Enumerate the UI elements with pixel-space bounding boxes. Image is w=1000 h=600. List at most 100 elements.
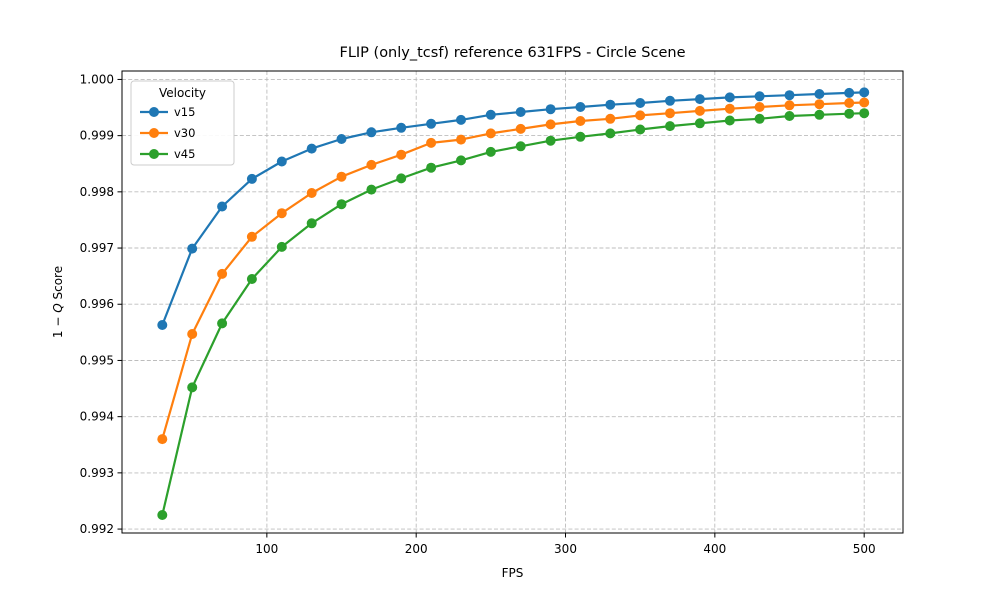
data-point-v30 (575, 116, 586, 126)
y-tick-label: 0.993 (80, 466, 114, 480)
data-point-v45 (276, 241, 287, 252)
data-point-v15 (665, 95, 675, 106)
data-point-v30 (485, 128, 496, 139)
data-point-v45 (396, 173, 407, 184)
data-point-v15 (485, 109, 496, 120)
legend-label-v15: v15 (174, 105, 195, 119)
axis-ticks: 100 200 300 400 500 0.992 0.993 0.994 0.995 0.996… (80, 72, 876, 556)
legend-swatch-marker-v30 (149, 128, 159, 138)
data-point-v45 (157, 510, 168, 520)
data-point-v15 (575, 102, 586, 112)
x-tick-label: 400 (703, 542, 726, 556)
x-tick-label: 300 (554, 542, 577, 556)
legend-swatch-marker-v45 (149, 149, 159, 159)
data-point-v15 (814, 89, 825, 99)
data-point-v45 (724, 115, 735, 126)
data-point-v45 (665, 121, 675, 132)
data-point-v30 (426, 137, 437, 148)
data-point-v15 (336, 134, 347, 144)
data-point-v15 (187, 243, 198, 254)
x-tick-label: 200 (405, 542, 428, 556)
data-point-v15 (754, 91, 765, 102)
y-tick-label: 0.997 (80, 241, 114, 255)
data-point-v15 (246, 173, 257, 184)
legend-box (130, 80, 235, 166)
data-point-v45 (844, 108, 855, 119)
data-point-v45 (694, 118, 705, 129)
x-axis-label: FPS (502, 566, 524, 580)
series-v30 (157, 97, 870, 445)
data-point-v15 (844, 87, 855, 98)
series-line-v45 (161, 112, 866, 517)
data-point-v30 (859, 97, 870, 108)
data-point-v15 (396, 122, 407, 133)
data-point-v45 (456, 155, 466, 166)
y-tick-label: 0.992 (80, 522, 114, 536)
data-point-v30 (754, 102, 765, 112)
y-tick-label: 1.000 (80, 72, 114, 86)
data-point-v45 (306, 218, 317, 229)
data-point-v15 (635, 98, 646, 108)
data-point-v30 (306, 188, 317, 198)
data-point-v45 (859, 108, 870, 119)
y-tick-label: 0.999 (80, 129, 114, 143)
gridlines (122, 71, 903, 533)
legend-title: Velocity (159, 86, 206, 100)
data-point-v45 (784, 111, 795, 121)
y-tick-label: 0.994 (80, 410, 114, 424)
legend: Velocity v15 v30 v45 (130, 80, 235, 166)
data-point-v30 (814, 99, 825, 110)
x-tick-label: 100 (255, 542, 278, 556)
data-point-v30 (366, 159, 377, 170)
legend-label-v45: v45 (174, 147, 195, 161)
data-point-v30 (276, 208, 287, 219)
data-point-v15 (515, 107, 526, 117)
data-point-v30 (396, 149, 407, 160)
data-point-v30 (187, 329, 198, 339)
series-v15 (157, 87, 870, 330)
data-point-v30 (515, 123, 526, 134)
y-tick-label: 0.995 (80, 353, 114, 367)
y-tick-label: 0.998 (80, 185, 114, 199)
data-point-v30 (157, 434, 168, 445)
data-point-v30 (635, 110, 646, 121)
data-point-v30 (844, 98, 855, 108)
data-point-v15 (784, 90, 795, 101)
data-point-v15 (426, 118, 437, 129)
data-point-v30 (694, 105, 705, 116)
data-point-v15 (545, 104, 556, 115)
data-point-v30 (784, 100, 795, 111)
data-point-v30 (456, 134, 466, 145)
legend-swatch-marker-v15 (149, 107, 159, 117)
data-point-v45 (426, 162, 437, 173)
data-point-v15 (605, 99, 616, 110)
y-axis-label: 1 − Q Score (51, 266, 65, 338)
data-point-v45 (814, 109, 825, 120)
data-point-v15 (276, 156, 287, 167)
y-tick-label: 0.996 (80, 297, 114, 311)
data-point-v45 (575, 131, 586, 142)
data-point-v45 (754, 113, 765, 124)
legend-label-v30: v30 (174, 126, 195, 140)
data-point-v45 (336, 199, 347, 210)
data-point-v45 (545, 135, 556, 146)
chart-title: FLIP (only_tcsf) reference 631FPS - Circ… (339, 45, 685, 61)
data-point-v45 (635, 124, 646, 135)
data-point-v15 (366, 127, 377, 138)
x-tick-label: 500 (853, 542, 876, 556)
data-point-v15 (306, 143, 317, 154)
series-line-v15 (161, 91, 866, 327)
data-point-v45 (515, 141, 526, 152)
data-point-v45 (605, 128, 616, 139)
plot-frame (121, 70, 904, 534)
data-point-v30 (246, 231, 257, 242)
data-point-v30 (336, 171, 347, 182)
data-point-v15 (859, 87, 870, 98)
data-point-v15 (217, 201, 228, 212)
data-point-v45 (246, 274, 257, 284)
data-point-v30 (545, 119, 556, 130)
series-line-v30 (161, 101, 866, 441)
data-point-v45 (366, 184, 377, 195)
data-point-v15 (694, 94, 705, 105)
